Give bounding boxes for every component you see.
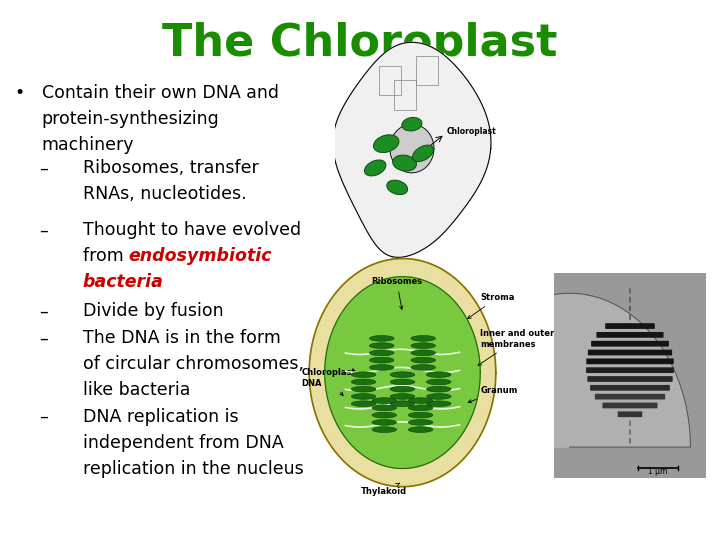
FancyBboxPatch shape (591, 341, 669, 347)
Ellipse shape (369, 335, 394, 341)
Ellipse shape (426, 401, 451, 407)
Ellipse shape (351, 394, 376, 399)
Text: like bacteria: like bacteria (83, 381, 190, 399)
Text: endosymbiotic: endosymbiotic (128, 247, 271, 265)
Text: machinery: machinery (42, 136, 134, 153)
Text: RNAs, nucleotides.: RNAs, nucleotides. (83, 185, 246, 203)
Ellipse shape (369, 343, 394, 348)
FancyBboxPatch shape (595, 394, 665, 400)
Text: Stroma: Stroma (468, 293, 515, 319)
Text: Divide by fusion: Divide by fusion (83, 302, 223, 320)
Text: from: from (83, 247, 129, 265)
Ellipse shape (426, 372, 451, 377)
Text: of circular chromosomes,: of circular chromosomes, (83, 355, 304, 373)
Text: independent from DNA: independent from DNA (83, 434, 284, 451)
FancyBboxPatch shape (629, 429, 631, 435)
FancyBboxPatch shape (629, 314, 631, 320)
FancyBboxPatch shape (554, 273, 706, 478)
Text: Thylakoid: Thylakoid (361, 483, 408, 496)
Ellipse shape (392, 155, 416, 171)
Ellipse shape (369, 357, 394, 363)
Ellipse shape (413, 145, 433, 161)
Ellipse shape (369, 350, 394, 356)
Ellipse shape (372, 420, 397, 425)
FancyBboxPatch shape (603, 403, 657, 408)
Ellipse shape (372, 427, 397, 433)
Polygon shape (309, 259, 496, 487)
Ellipse shape (408, 427, 433, 433)
Polygon shape (390, 124, 434, 173)
Text: Chloroplast
DNA: Chloroplast DNA (302, 368, 356, 396)
Text: –: – (40, 159, 48, 177)
Ellipse shape (390, 401, 415, 407)
Text: replication in the nucleus: replication in the nucleus (83, 460, 304, 477)
Ellipse shape (402, 117, 422, 131)
FancyBboxPatch shape (586, 359, 674, 364)
FancyBboxPatch shape (629, 288, 631, 294)
Ellipse shape (411, 357, 436, 363)
FancyBboxPatch shape (588, 376, 672, 382)
Ellipse shape (374, 135, 399, 152)
Ellipse shape (426, 394, 451, 399)
Text: Chloroplast: Chloroplast (447, 127, 497, 136)
Text: –: – (40, 302, 48, 320)
Ellipse shape (411, 364, 436, 370)
Ellipse shape (372, 412, 397, 418)
Polygon shape (325, 276, 480, 469)
Text: Ribosomes, transfer: Ribosomes, transfer (83, 159, 258, 177)
Text: bacteria: bacteria (83, 273, 163, 291)
Ellipse shape (351, 372, 376, 377)
Ellipse shape (387, 180, 408, 194)
Ellipse shape (408, 398, 433, 403)
FancyBboxPatch shape (629, 420, 631, 426)
Polygon shape (333, 42, 491, 258)
Ellipse shape (351, 379, 376, 385)
Ellipse shape (369, 364, 394, 370)
Ellipse shape (426, 386, 451, 392)
FancyBboxPatch shape (590, 385, 670, 390)
Ellipse shape (411, 350, 436, 356)
Text: Thought to have evolved: Thought to have evolved (83, 221, 301, 239)
FancyBboxPatch shape (629, 438, 631, 444)
Text: The DNA is in the form: The DNA is in the form (83, 329, 281, 347)
Ellipse shape (390, 372, 415, 377)
Ellipse shape (411, 343, 436, 348)
Text: protein-synthesizing: protein-synthesizing (42, 110, 220, 127)
Ellipse shape (390, 394, 415, 399)
Text: –: – (40, 408, 48, 426)
Ellipse shape (390, 386, 415, 392)
FancyBboxPatch shape (596, 332, 664, 338)
Ellipse shape (364, 160, 386, 176)
Text: Ribosomes: Ribosomes (372, 278, 423, 309)
FancyBboxPatch shape (618, 411, 642, 417)
FancyBboxPatch shape (588, 350, 672, 355)
Text: DNA replication is: DNA replication is (83, 408, 238, 426)
Ellipse shape (408, 420, 433, 425)
Ellipse shape (426, 379, 451, 385)
Ellipse shape (372, 398, 397, 403)
Ellipse shape (408, 405, 433, 411)
Text: –: – (40, 221, 48, 239)
Text: Granum: Granum (468, 386, 518, 403)
Text: –: – (40, 329, 48, 347)
FancyBboxPatch shape (629, 306, 631, 311)
Ellipse shape (390, 379, 415, 385)
Text: Contain their own DNA and: Contain their own DNA and (42, 84, 279, 102)
Text: Inner and outer
membranes: Inner and outer membranes (478, 329, 554, 366)
Ellipse shape (408, 412, 433, 418)
FancyBboxPatch shape (606, 323, 654, 329)
Ellipse shape (351, 401, 376, 407)
Text: •: • (14, 84, 24, 102)
Text: 1 µm: 1 µm (648, 467, 667, 476)
Text: The Chloroplast: The Chloroplast (162, 22, 558, 65)
Ellipse shape (351, 386, 376, 392)
FancyBboxPatch shape (629, 296, 631, 302)
Ellipse shape (372, 405, 397, 411)
Ellipse shape (411, 335, 436, 341)
Polygon shape (449, 293, 690, 447)
FancyBboxPatch shape (586, 367, 674, 373)
Text: .: . (150, 273, 156, 291)
